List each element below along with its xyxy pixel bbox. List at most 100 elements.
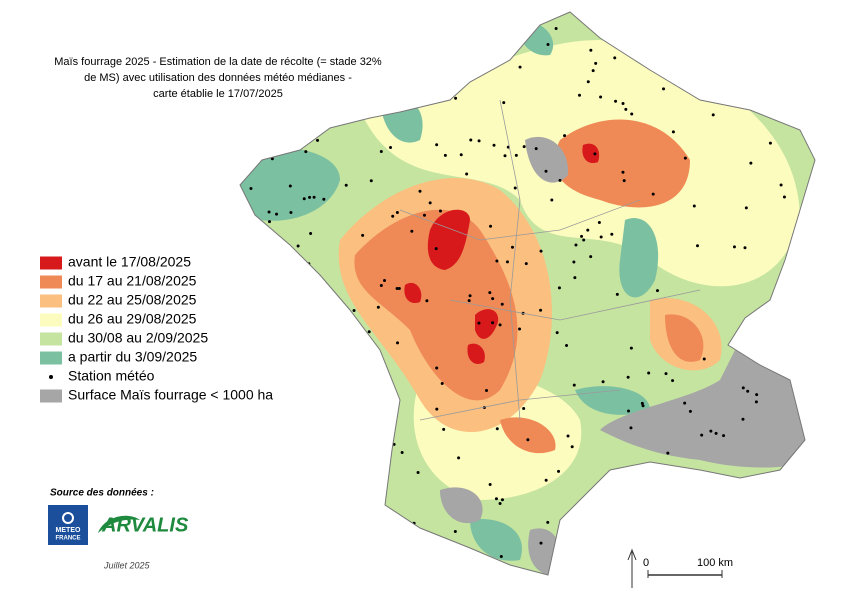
station [391,214,395,218]
station [465,172,469,176]
station [692,204,696,208]
station [702,357,706,361]
station [688,409,692,413]
legend: avant le 17/08/2025 du 17 au 21/08/2025 du… [40,254,273,403]
station [589,48,593,52]
station [566,434,570,438]
station [593,152,597,156]
station [379,283,383,287]
station [591,69,595,73]
station [565,344,569,348]
station [655,289,659,293]
zone [619,218,659,298]
station [601,380,605,384]
station [469,138,473,142]
legend-label: avant le 17/08/2025 [68,254,191,270]
station [495,427,499,431]
station [500,498,504,502]
station [621,101,625,105]
legend-swatch [40,256,62,270]
station [498,501,502,505]
legend-label: du 30/08 au 2/09/2025 [68,330,208,346]
meteo-text: METEO [56,527,81,534]
station [526,438,530,442]
zone [554,119,690,208]
station [376,305,380,309]
station [534,147,538,151]
station [544,169,548,173]
station [621,170,625,174]
station [396,341,400,345]
borders [399,99,701,421]
meteo-logo [48,505,88,545]
station [544,478,548,482]
station [344,183,348,187]
station [555,331,559,335]
meteo-text: FRANCE [56,536,81,542]
station [700,433,704,437]
station [651,192,655,196]
scale-label: 100 km [697,557,733,569]
station [304,150,308,154]
title: Maïs fourrage 2025 - Estimation de la da… [54,56,382,100]
station [640,401,644,405]
station [518,327,522,331]
station [467,299,471,303]
station [416,470,420,474]
station [709,429,713,433]
station [749,161,753,165]
legend-label: du 17 au 21/08/2025 [68,273,197,289]
station [434,247,438,251]
station [586,80,590,84]
station [630,112,634,116]
date: Juillet 2025 [103,560,151,570]
station [539,541,543,545]
station [683,401,687,405]
station [666,451,670,455]
title-line: carte établie le 17/07/2025 [153,88,283,100]
station [379,149,383,153]
station [622,179,626,183]
station [589,255,593,259]
station [610,232,614,236]
station [711,113,715,117]
legend-swatch [40,275,62,289]
station [539,308,543,312]
station [395,287,399,291]
station [410,229,414,233]
station [322,197,326,201]
station [367,330,371,334]
station [488,483,492,487]
station [599,95,603,99]
legend-swatch [40,294,62,308]
station [500,302,504,306]
station [468,294,472,298]
title-line: Maïs fourrage 2025 - Estimation de la da… [54,56,382,68]
station [309,232,313,236]
station [457,456,461,460]
station [435,366,439,370]
station [395,210,399,214]
station [572,260,576,264]
station [249,186,253,190]
station [554,26,558,30]
station [597,221,601,225]
station [524,262,528,266]
station [722,434,726,438]
station [435,143,439,147]
station [572,383,576,387]
zone [500,417,556,454]
station [435,407,439,411]
station [557,286,561,290]
station [454,96,458,100]
zone [575,386,650,415]
zone [427,209,470,270]
station [494,497,498,501]
station [275,212,279,216]
station [629,426,633,430]
station [443,153,447,157]
station [755,393,759,397]
legend-swatch [40,351,62,365]
station [558,178,562,182]
